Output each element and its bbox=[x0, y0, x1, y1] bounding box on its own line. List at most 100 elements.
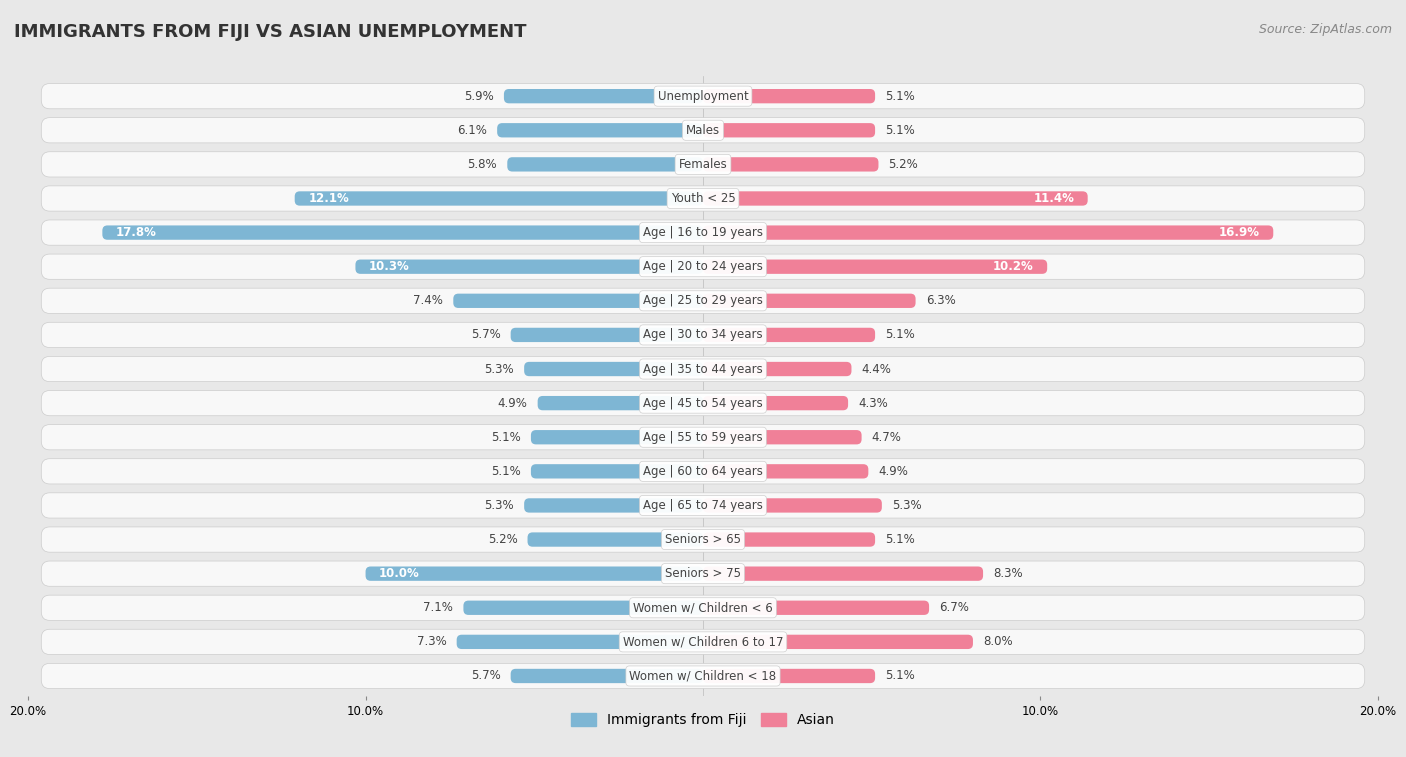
FancyBboxPatch shape bbox=[703, 566, 983, 581]
Text: Age | 65 to 74 years: Age | 65 to 74 years bbox=[643, 499, 763, 512]
FancyBboxPatch shape bbox=[41, 425, 1365, 450]
FancyBboxPatch shape bbox=[703, 600, 929, 615]
Text: Age | 55 to 59 years: Age | 55 to 59 years bbox=[643, 431, 763, 444]
FancyBboxPatch shape bbox=[703, 669, 875, 683]
FancyBboxPatch shape bbox=[703, 396, 848, 410]
FancyBboxPatch shape bbox=[703, 430, 862, 444]
Text: 5.3%: 5.3% bbox=[485, 363, 515, 375]
Text: 5.1%: 5.1% bbox=[886, 89, 915, 103]
Text: 5.2%: 5.2% bbox=[889, 158, 918, 171]
Text: 5.1%: 5.1% bbox=[886, 533, 915, 546]
FancyBboxPatch shape bbox=[703, 123, 875, 138]
Text: Unemployment: Unemployment bbox=[658, 89, 748, 103]
FancyBboxPatch shape bbox=[703, 294, 915, 308]
Text: 7.1%: 7.1% bbox=[423, 601, 453, 614]
FancyBboxPatch shape bbox=[703, 192, 1088, 206]
FancyBboxPatch shape bbox=[41, 83, 1365, 109]
FancyBboxPatch shape bbox=[41, 288, 1365, 313]
Text: Source: ZipAtlas.com: Source: ZipAtlas.com bbox=[1258, 23, 1392, 36]
Text: Seniors > 75: Seniors > 75 bbox=[665, 567, 741, 580]
Text: Age | 30 to 34 years: Age | 30 to 34 years bbox=[643, 329, 763, 341]
Text: Age | 20 to 24 years: Age | 20 to 24 years bbox=[643, 260, 763, 273]
FancyBboxPatch shape bbox=[524, 498, 703, 512]
FancyBboxPatch shape bbox=[508, 157, 703, 172]
FancyBboxPatch shape bbox=[103, 226, 703, 240]
Text: 6.7%: 6.7% bbox=[939, 601, 969, 614]
Text: 5.1%: 5.1% bbox=[491, 465, 520, 478]
Text: 4.9%: 4.9% bbox=[498, 397, 527, 410]
FancyBboxPatch shape bbox=[524, 362, 703, 376]
Text: 16.9%: 16.9% bbox=[1219, 226, 1260, 239]
FancyBboxPatch shape bbox=[41, 527, 1365, 552]
FancyBboxPatch shape bbox=[703, 260, 1047, 274]
Text: 10.0%: 10.0% bbox=[380, 567, 420, 580]
Text: 4.9%: 4.9% bbox=[879, 465, 908, 478]
Text: Females: Females bbox=[679, 158, 727, 171]
Text: 5.9%: 5.9% bbox=[464, 89, 494, 103]
FancyBboxPatch shape bbox=[703, 362, 852, 376]
Text: 6.1%: 6.1% bbox=[457, 124, 486, 137]
Text: Women w/ Children < 18: Women w/ Children < 18 bbox=[630, 669, 776, 683]
Text: 5.1%: 5.1% bbox=[886, 669, 915, 683]
FancyBboxPatch shape bbox=[41, 117, 1365, 143]
FancyBboxPatch shape bbox=[703, 157, 879, 172]
FancyBboxPatch shape bbox=[703, 498, 882, 512]
FancyBboxPatch shape bbox=[41, 254, 1365, 279]
Text: 12.1%: 12.1% bbox=[308, 192, 349, 205]
FancyBboxPatch shape bbox=[41, 151, 1365, 177]
Text: Women w/ Children < 6: Women w/ Children < 6 bbox=[633, 601, 773, 614]
FancyBboxPatch shape bbox=[703, 89, 875, 103]
Text: 5.7%: 5.7% bbox=[471, 329, 501, 341]
FancyBboxPatch shape bbox=[453, 294, 703, 308]
Text: 11.4%: 11.4% bbox=[1033, 192, 1074, 205]
Text: 10.2%: 10.2% bbox=[993, 260, 1033, 273]
FancyBboxPatch shape bbox=[41, 186, 1365, 211]
Text: 5.3%: 5.3% bbox=[485, 499, 515, 512]
FancyBboxPatch shape bbox=[41, 322, 1365, 347]
FancyBboxPatch shape bbox=[41, 459, 1365, 484]
FancyBboxPatch shape bbox=[537, 396, 703, 410]
FancyBboxPatch shape bbox=[366, 566, 703, 581]
Text: 5.1%: 5.1% bbox=[491, 431, 520, 444]
FancyBboxPatch shape bbox=[356, 260, 703, 274]
FancyBboxPatch shape bbox=[41, 629, 1365, 655]
FancyBboxPatch shape bbox=[41, 391, 1365, 416]
Text: Seniors > 65: Seniors > 65 bbox=[665, 533, 741, 546]
Text: 7.3%: 7.3% bbox=[416, 635, 447, 648]
FancyBboxPatch shape bbox=[41, 493, 1365, 518]
Text: 7.4%: 7.4% bbox=[413, 294, 443, 307]
FancyBboxPatch shape bbox=[703, 532, 875, 547]
Text: 4.4%: 4.4% bbox=[862, 363, 891, 375]
FancyBboxPatch shape bbox=[703, 226, 1274, 240]
FancyBboxPatch shape bbox=[510, 669, 703, 683]
Text: 5.2%: 5.2% bbox=[488, 533, 517, 546]
FancyBboxPatch shape bbox=[41, 220, 1365, 245]
Legend: Immigrants from Fiji, Asian: Immigrants from Fiji, Asian bbox=[565, 708, 841, 733]
Text: 5.1%: 5.1% bbox=[886, 329, 915, 341]
FancyBboxPatch shape bbox=[531, 464, 703, 478]
FancyBboxPatch shape bbox=[527, 532, 703, 547]
Text: 10.3%: 10.3% bbox=[368, 260, 409, 273]
Text: Age | 16 to 19 years: Age | 16 to 19 years bbox=[643, 226, 763, 239]
Text: 5.3%: 5.3% bbox=[891, 499, 921, 512]
Text: 5.8%: 5.8% bbox=[468, 158, 498, 171]
Text: 5.1%: 5.1% bbox=[886, 124, 915, 137]
Text: Youth < 25: Youth < 25 bbox=[671, 192, 735, 205]
Text: 6.3%: 6.3% bbox=[925, 294, 956, 307]
FancyBboxPatch shape bbox=[41, 663, 1365, 689]
FancyBboxPatch shape bbox=[464, 600, 703, 615]
Text: 4.3%: 4.3% bbox=[858, 397, 889, 410]
FancyBboxPatch shape bbox=[703, 328, 875, 342]
FancyBboxPatch shape bbox=[41, 595, 1365, 621]
Text: Age | 25 to 29 years: Age | 25 to 29 years bbox=[643, 294, 763, 307]
FancyBboxPatch shape bbox=[703, 464, 869, 478]
FancyBboxPatch shape bbox=[457, 634, 703, 649]
Text: 8.3%: 8.3% bbox=[993, 567, 1022, 580]
Text: IMMIGRANTS FROM FIJI VS ASIAN UNEMPLOYMENT: IMMIGRANTS FROM FIJI VS ASIAN UNEMPLOYME… bbox=[14, 23, 527, 41]
FancyBboxPatch shape bbox=[498, 123, 703, 138]
Text: 5.7%: 5.7% bbox=[471, 669, 501, 683]
Text: Age | 45 to 54 years: Age | 45 to 54 years bbox=[643, 397, 763, 410]
FancyBboxPatch shape bbox=[41, 357, 1365, 382]
FancyBboxPatch shape bbox=[510, 328, 703, 342]
Text: Age | 60 to 64 years: Age | 60 to 64 years bbox=[643, 465, 763, 478]
